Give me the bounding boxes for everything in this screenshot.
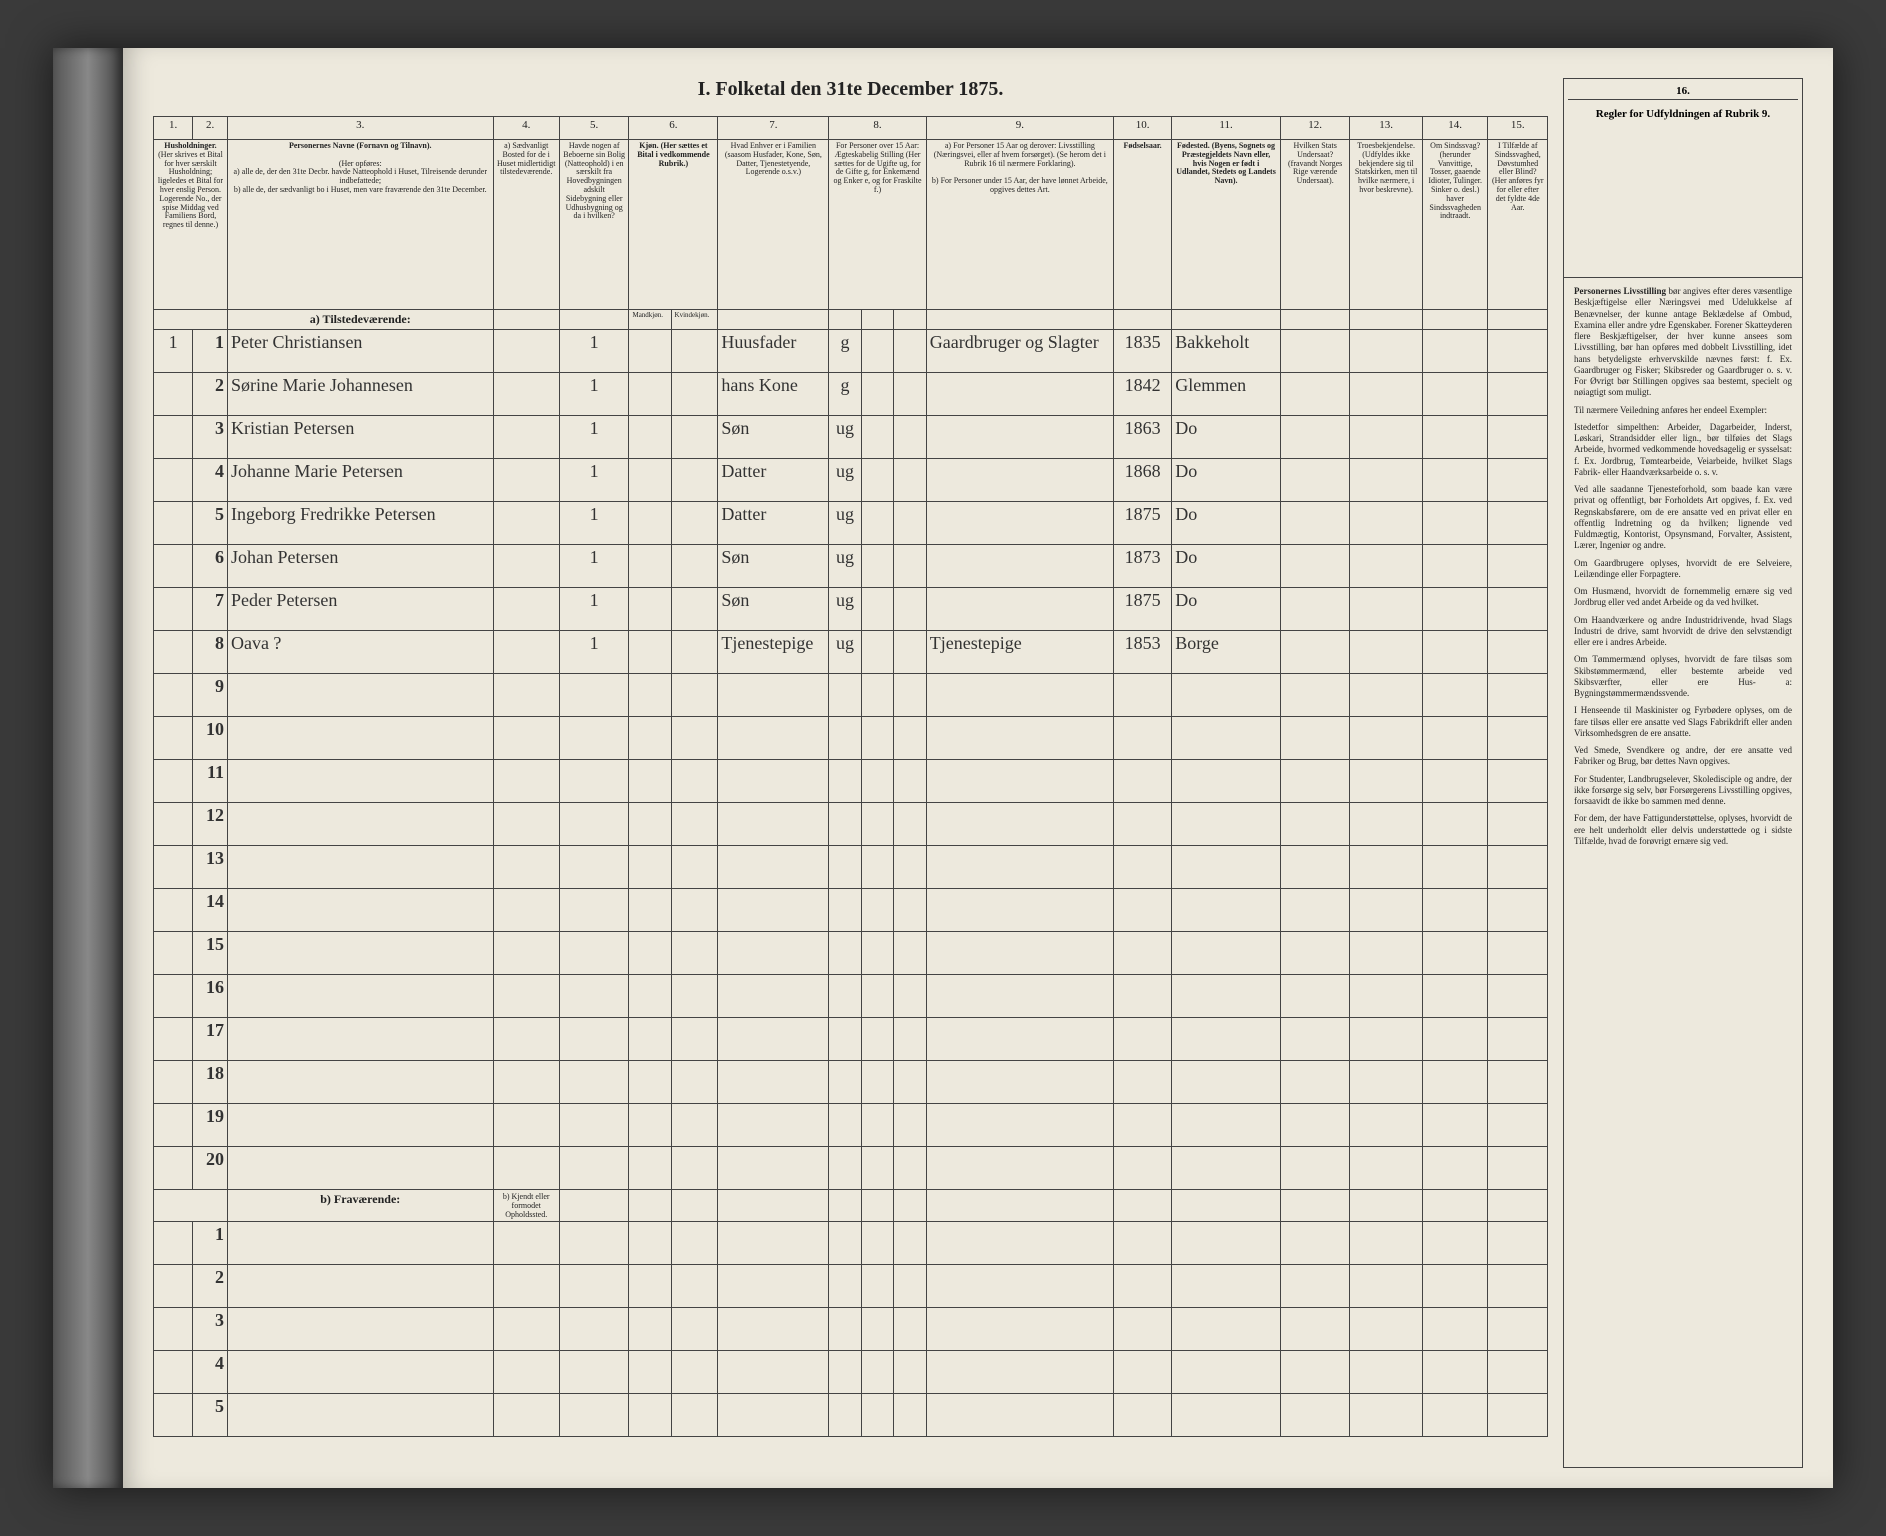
col-num: 13. xyxy=(1350,117,1423,140)
header-cell: Fødested. (Byens, Sognets og Præstegjeld… xyxy=(1172,140,1281,310)
header-cell: Troesbekjendelse. (Udfyldes ikke bekjend… xyxy=(1350,140,1423,310)
rules-title: Regler for Udfyldningen af Rubrik 9. xyxy=(1568,108,1798,120)
col-num: 6. xyxy=(629,117,718,140)
header-cell: Kjøn. (Her sættes et Bital i vedkommende… xyxy=(629,140,718,310)
rules-paragraph: Istedetfor simpelthen: Arbeider, Dagarbe… xyxy=(1574,422,1792,478)
column-number-row: 1. 2. 3. 4. 5. 6. 7. 8. 9. 10. 11. 12. 1… xyxy=(154,117,1548,140)
col-num: 9. xyxy=(926,117,1113,140)
section-row: a) Tilstedeværende: Mandkjøn. Kvindekjøn… xyxy=(154,310,1548,330)
header-row: Husholdninger. (Her skrives et Bital for… xyxy=(154,140,1548,310)
col-num: 4. xyxy=(493,117,559,140)
rules-paragraph: Til nærmere Veiledning anføres her endee… xyxy=(1574,405,1792,416)
header-cell: a) Sædvanligt Bosted for de i Huset midl… xyxy=(493,140,559,310)
col-num: 11. xyxy=(1172,117,1281,140)
census-book: I. Folketal den 31te December 1875. 1. 2… xyxy=(53,48,1833,1488)
section-absent: b) Fraværende: xyxy=(227,1190,493,1222)
rules-paragraph: For Studenter, Landbrugselever, Skoledis… xyxy=(1574,774,1792,808)
table-row: 5Ingeborg Fredrikke Petersen1Datterug187… xyxy=(154,502,1548,545)
header-cell: For Personer over 15 Aar: Ægteskabelig S… xyxy=(829,140,927,310)
table-row: 14 xyxy=(154,889,1548,932)
table-row: 3Kristian Petersen1Sønug1863Do xyxy=(154,416,1548,459)
header-cell: I Tilfælde af Sindssvaghed, Døvstumhed e… xyxy=(1488,140,1548,310)
col-num: 7. xyxy=(718,117,829,140)
table-row: 20 xyxy=(154,1147,1548,1190)
col-num: 15. xyxy=(1488,117,1548,140)
table-row: 15 xyxy=(154,932,1548,975)
table-row: 4 xyxy=(154,1351,1548,1394)
table-row: 11 xyxy=(154,760,1548,803)
table-row: 12 xyxy=(154,803,1548,846)
header-cell: Om Sindssvag? (herunder Vanvittige, Toss… xyxy=(1422,140,1488,310)
table-row: 8Oava ?1TjenestepigeugTjenestepige1853Bo… xyxy=(154,631,1548,674)
table-row: 18 xyxy=(154,1061,1548,1104)
page-title: I. Folketal den 31te December 1875. xyxy=(153,78,1548,101)
table-row: 10 xyxy=(154,717,1548,760)
census-page: I. Folketal den 31te December 1875. 1. 2… xyxy=(123,48,1833,1488)
table-row: 6Johan Petersen1Sønug1873Do xyxy=(154,545,1548,588)
rules-paragraph: Ved alle saadanne Tjenesteforhold, som b… xyxy=(1574,484,1792,552)
rules-paragraph: Om Husmænd, hvorvidt de fornemmelig ernæ… xyxy=(1574,586,1792,609)
table-row: 2Sørine Marie Johannesen1hans Koneg1842G… xyxy=(154,373,1548,416)
table-row: 19 xyxy=(154,1104,1548,1147)
table-row: 11Peter Christiansen1HuusfadergGaardbrug… xyxy=(154,330,1548,373)
census-table: 1. 2. 3. 4. 5. 6. 7. 8. 9. 10. 11. 12. 1… xyxy=(153,116,1548,1437)
table-row: 4Johanne Marie Petersen1Datterug1868Do xyxy=(154,459,1548,502)
header-cell: Havde nogen af Beboerne sin Bolig (Natte… xyxy=(559,140,629,310)
section-row: b) Fraværende: b) Kjendt eller formodet … xyxy=(154,1190,1548,1222)
table-row: 3 xyxy=(154,1308,1548,1351)
col-num: 2. xyxy=(193,117,228,140)
col-num: 5. xyxy=(559,117,629,140)
table-row: 5 xyxy=(154,1394,1548,1437)
rules-paragraph: Personernes Livsstilling bør angives eft… xyxy=(1574,286,1792,399)
rules-paragraph: Om Tømmermænd oplyses, hvorvidt de fare … xyxy=(1574,654,1792,699)
table-row: 16 xyxy=(154,975,1548,1018)
rules-paragraph: For dem, der have Fattigunderstøttelse, … xyxy=(1574,813,1792,847)
rules-sidebar: 16. Regler for Udfyldningen af Rubrik 9.… xyxy=(1563,78,1803,1468)
table-row: 2 xyxy=(154,1265,1548,1308)
col-num: 1. xyxy=(154,117,193,140)
header-cell: Personernes Navne (Fornavn og Tilnavn). … xyxy=(227,140,493,310)
book-binding xyxy=(53,48,123,1488)
col-num: 10. xyxy=(1113,117,1171,140)
col-num: 12. xyxy=(1280,117,1349,140)
sidebar-header: 16. Regler for Udfyldningen af Rubrik 9. xyxy=(1563,78,1803,278)
col-num: 8. xyxy=(829,117,927,140)
rules-paragraph: Om Gaardbrugere oplyses, hvorvidt de ere… xyxy=(1574,558,1792,581)
header-cell: Hvad Enhver er i Familien (saasom Husfad… xyxy=(718,140,829,310)
header-cell: Hvilken Stats Undersaat? (fravandt Norge… xyxy=(1280,140,1349,310)
section-present: a) Tilstedeværende: xyxy=(227,310,493,330)
table-row: 9 xyxy=(154,674,1548,717)
table-row: 17 xyxy=(154,1018,1548,1061)
col-num: 3. xyxy=(227,117,493,140)
header-cell: Husholdninger. (Her skrives et Bital for… xyxy=(154,140,228,310)
col-num: 14. xyxy=(1422,117,1488,140)
rules-paragraph: Om Haandværkere og andre Industridrivend… xyxy=(1574,615,1792,649)
header-cell: a) For Personer 15 Aar og derover: Livss… xyxy=(926,140,1113,310)
table-row: 13 xyxy=(154,846,1548,889)
header-cell: Fødselsaar. xyxy=(1113,140,1171,310)
table-row: 7Peder Petersen1Sønug1875Do xyxy=(154,588,1548,631)
rules-paragraph: I Henseende til Maskinister og Fyrbødere… xyxy=(1574,705,1792,739)
rules-body: Personernes Livsstilling bør angives eft… xyxy=(1563,278,1803,1468)
rules-paragraph: Ved Smede, Svendkere og andre, der ere a… xyxy=(1574,745,1792,768)
table-row: 1 xyxy=(154,1222,1548,1265)
